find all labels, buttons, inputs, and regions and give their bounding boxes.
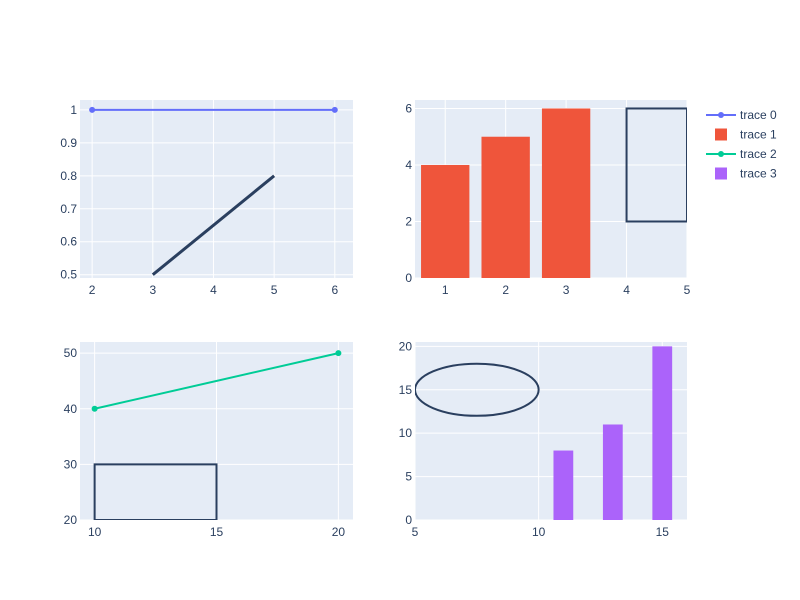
legend-marker-swatch [718, 112, 724, 118]
data-point [89, 106, 96, 113]
shape-rect [625, 107, 687, 223]
plot-content [93, 352, 339, 520]
data-point [91, 405, 98, 412]
y-tick-label: 1 [70, 103, 77, 117]
x-tick-label: 10 [88, 525, 102, 539]
y-tick-label: 0.8 [60, 169, 77, 183]
shape-line [151, 174, 276, 276]
y-tick-label: 0.9 [60, 136, 77, 150]
bar [541, 108, 591, 278]
plot-content [92, 108, 335, 276]
y-tick-label: 5 [405, 470, 412, 484]
y-tick-label: 30 [64, 457, 78, 471]
x-tick-label: 5 [271, 283, 278, 297]
bar [481, 136, 530, 278]
legend-bar-swatch [715, 128, 727, 141]
bar [553, 450, 574, 520]
y-tick-label: 2 [405, 214, 412, 228]
bar [652, 346, 673, 520]
legend-marker-swatch [718, 151, 724, 157]
plot-area [415, 342, 687, 520]
y-tick-label: 0.6 [60, 235, 77, 249]
x-tick-label: 3 [563, 283, 570, 297]
y-tick-label: 20 [64, 513, 78, 527]
legend-item[interactable]: trace 1 [715, 128, 777, 142]
x-tick-label: 1 [442, 283, 449, 297]
x-tick-label: 2 [502, 283, 509, 297]
y-tick-label: 15 [399, 383, 413, 397]
shape-rect [93, 463, 218, 520]
legend-label: trace 0 [740, 108, 777, 122]
x-tick-label: 10 [532, 525, 546, 539]
y-tick-label: 0.7 [60, 202, 77, 216]
subplot-2: 1 2 3 4 5 0 2 4 6 [405, 100, 691, 297]
x-tick-label: 15 [210, 525, 224, 539]
plot-area [80, 100, 353, 278]
subplot-3: 10 15 20 20 30 40 50 [64, 342, 353, 539]
data-point [335, 350, 342, 357]
x-tick-label: 20 [332, 525, 346, 539]
x-tick-label: 5 [412, 525, 419, 539]
x-tick-label: 15 [656, 525, 670, 539]
plot-content [421, 107, 687, 278]
x-tick-label: 6 [331, 283, 338, 297]
x-tick-label: 2 [89, 283, 96, 297]
y-tick-label: 10 [399, 426, 413, 440]
x-tick-label: 4 [623, 283, 630, 297]
shape-ellipse [415, 362, 540, 417]
bar [421, 164, 470, 278]
series-line [94, 352, 339, 410]
data-point [331, 106, 338, 113]
legend-item[interactable]: trace 3 [715, 167, 777, 181]
legend-item[interactable]: trace 2 [706, 147, 777, 161]
y-tick-label: 6 [405, 101, 412, 115]
y-tick-label: 0 [405, 271, 412, 285]
plot-content [415, 346, 673, 520]
legend-label: trace 3 [740, 167, 777, 181]
y-tick-label: 0 [405, 513, 412, 527]
legend-label: trace 2 [740, 147, 777, 161]
subplot-1: 2 3 4 5 6 0.5 0.6 0.7 0.8 0.9 1 [60, 100, 353, 297]
y-tick-label: 20 [399, 339, 413, 353]
y-tick-label: 40 [64, 402, 78, 416]
legend-label: trace 1 [740, 128, 777, 142]
y-tick-label: 4 [405, 158, 412, 172]
legend: trace 0 trace 1 trace 2 trace 3 [706, 108, 777, 181]
legend-item[interactable]: trace 0 [706, 108, 777, 122]
legend-bar-swatch [715, 167, 727, 180]
x-tick-label: 5 [684, 283, 691, 297]
y-tick-label: 50 [64, 346, 78, 360]
x-tick-label: 3 [149, 283, 156, 297]
x-tick-label: 4 [210, 283, 217, 297]
y-tick-label: 0.5 [60, 268, 77, 282]
bar [602, 424, 623, 520]
